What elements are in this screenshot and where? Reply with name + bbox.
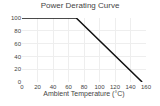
svg-text:80: 80: [14, 28, 21, 34]
svg-text:160: 160: [141, 84, 152, 90]
svg-text:Power Derating Curve: Power Derating Curve: [41, 1, 120, 10]
svg-text:Ambient Temperature (°C): Ambient Temperature (°C): [43, 90, 124, 98]
svg-text:120: 120: [110, 84, 121, 90]
svg-text:40: 40: [50, 84, 57, 90]
svg-text:20: 20: [14, 66, 21, 72]
svg-text:60: 60: [14, 41, 21, 47]
svg-text:0: 0: [20, 84, 24, 90]
svg-text:100: 100: [94, 84, 105, 90]
svg-text:100: 100: [11, 15, 22, 21]
svg-text:40: 40: [14, 54, 21, 60]
svg-text:20: 20: [34, 84, 41, 90]
svg-text:140: 140: [125, 84, 136, 90]
svg-text:0: 0: [18, 79, 22, 85]
svg-text:80: 80: [81, 84, 88, 90]
svg-text:60: 60: [65, 84, 72, 90]
